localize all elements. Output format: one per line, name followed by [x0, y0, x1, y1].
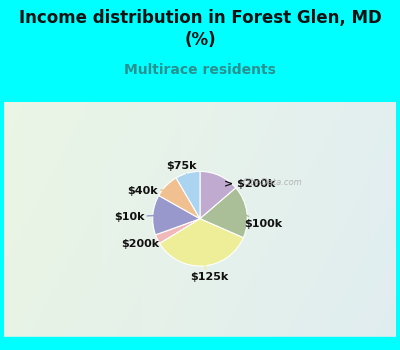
Text: $10k: $10k: [114, 212, 158, 222]
Text: $75k: $75k: [166, 161, 197, 178]
Text: Multirace residents: Multirace residents: [124, 63, 276, 77]
Wedge shape: [160, 219, 243, 266]
Text: City-Data.com: City-Data.com: [243, 178, 302, 187]
Wedge shape: [176, 172, 200, 219]
Wedge shape: [200, 188, 247, 238]
Text: $200k: $200k: [121, 237, 162, 249]
Bar: [4, 337, 396, 346]
Text: > $200k: > $200k: [217, 179, 275, 189]
Text: $125k: $125k: [190, 260, 228, 282]
Wedge shape: [200, 172, 236, 219]
Text: $100k: $100k: [241, 212, 283, 229]
Wedge shape: [153, 196, 200, 235]
Wedge shape: [156, 219, 200, 243]
Wedge shape: [159, 178, 200, 219]
Text: $40k: $40k: [127, 187, 170, 196]
Text: Income distribution in Forest Glen, MD
(%): Income distribution in Forest Glen, MD (…: [19, 9, 381, 49]
